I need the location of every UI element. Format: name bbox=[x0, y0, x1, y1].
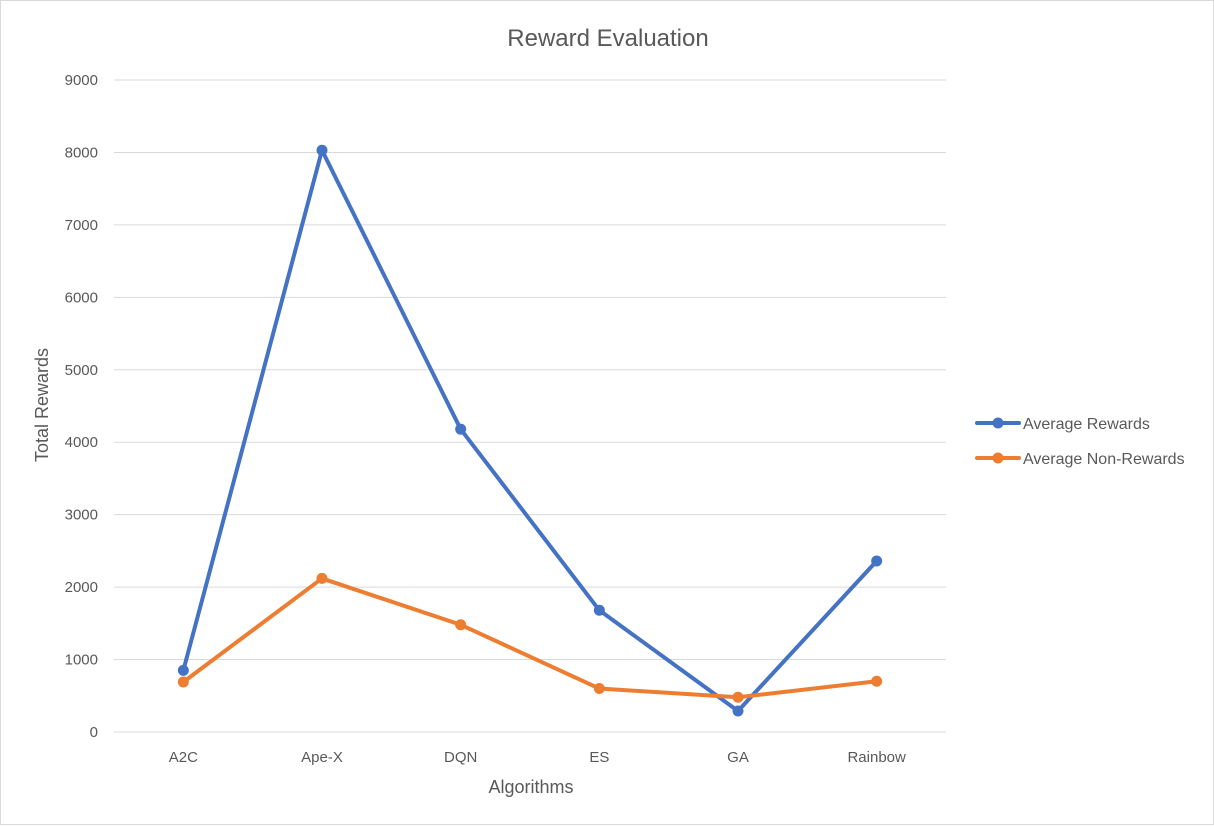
data-point bbox=[177, 676, 189, 688]
y-tick-label: 3000 bbox=[65, 507, 98, 524]
y-tick-label: 7000 bbox=[65, 217, 98, 234]
legend-item: Average Non-Rewards bbox=[975, 451, 1185, 468]
x-axis-ticks: A2C Ape-X DQN ES GA Rainbow bbox=[169, 749, 906, 766]
data-point bbox=[316, 572, 328, 584]
legend: Average Rewards Average Non-Rewards bbox=[975, 416, 1185, 468]
data-point bbox=[455, 619, 467, 631]
series-1 bbox=[177, 144, 883, 717]
data-point bbox=[593, 683, 605, 695]
y-tick-label: 1000 bbox=[65, 652, 98, 669]
x-tick-label: DQN bbox=[444, 749, 477, 766]
y-axis-title: Total Rewards bbox=[32, 348, 52, 462]
data-point bbox=[593, 604, 605, 616]
y-tick-label: 2000 bbox=[65, 579, 98, 596]
x-tick-label: GA bbox=[727, 749, 749, 766]
series-line bbox=[181, 576, 879, 700]
data-point bbox=[871, 555, 883, 567]
y-tick-label: 6000 bbox=[65, 289, 98, 306]
data-point bbox=[455, 423, 467, 435]
data-point bbox=[177, 664, 189, 676]
legend-marker-icon bbox=[992, 417, 1004, 429]
data-point bbox=[316, 144, 328, 156]
chart-title: Reward Evaluation bbox=[507, 25, 708, 52]
x-tick-label: A2C bbox=[169, 749, 198, 766]
y-tick-label: 5000 bbox=[65, 362, 98, 379]
legend-label: Average Non-Rewards bbox=[1023, 451, 1185, 468]
y-tick-label: 9000 bbox=[65, 72, 98, 89]
legend-item: Average Rewards bbox=[975, 416, 1150, 433]
y-tick-label: 8000 bbox=[65, 144, 98, 161]
data-point bbox=[732, 705, 744, 717]
x-tick-label: Rainbow bbox=[847, 749, 906, 766]
data-point bbox=[732, 691, 744, 703]
y-axis-ticks: 0 1000 2000 3000 4000 5000 6000 7000 8000 9000 bbox=[65, 72, 98, 741]
series-line bbox=[181, 148, 879, 713]
series-2 bbox=[177, 572, 883, 703]
y-tick-label: 0 bbox=[90, 724, 98, 741]
data-point bbox=[871, 675, 883, 687]
legend-marker-icon bbox=[992, 452, 1004, 464]
x-axis-title: Algorithms bbox=[488, 777, 573, 797]
y-tick-label: 4000 bbox=[65, 434, 98, 451]
x-tick-label: ES bbox=[589, 749, 609, 766]
legend-label: Average Rewards bbox=[1023, 416, 1150, 433]
series-layer bbox=[177, 144, 883, 717]
x-tick-label: Ape-X bbox=[301, 749, 343, 766]
gridlines bbox=[114, 79, 946, 733]
